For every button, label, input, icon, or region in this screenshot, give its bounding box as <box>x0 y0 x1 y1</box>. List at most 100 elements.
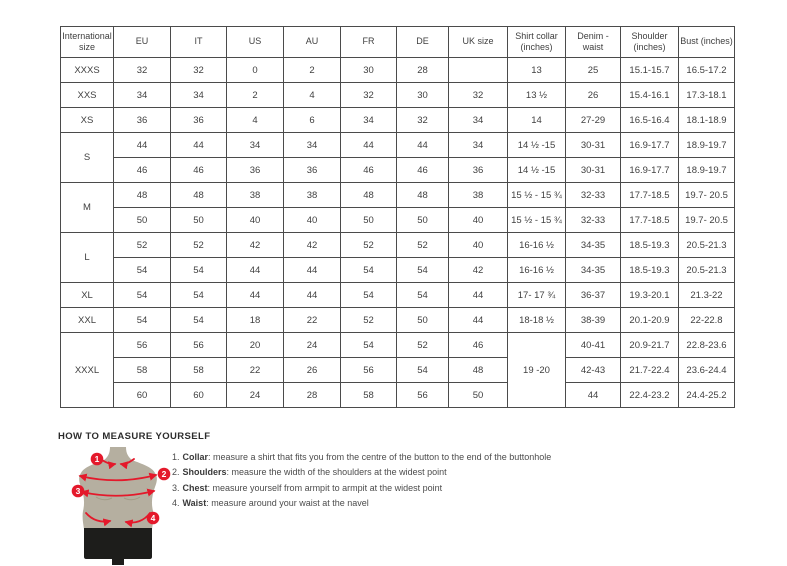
table-cell: 15.4-16.1 <box>620 82 679 108</box>
table-cell: 38 <box>283 182 341 208</box>
table-cell: 50 <box>396 207 449 233</box>
measure-badge-3: 3 <box>71 484 85 498</box>
table-cell: 40 <box>448 232 508 258</box>
table-cell: 44 <box>565 382 621 408</box>
table-cell: 28 <box>396 57 449 83</box>
table-cell: 22 <box>283 307 341 333</box>
table-row: 54 54 44 44 54 54 42 16-16 ½ 34-35 18.5-19.3 20.5-… <box>61 257 735 283</box>
table-cell: 50 <box>340 207 397 233</box>
table-cell: 46 <box>340 157 397 183</box>
table-cell: 50 <box>448 382 508 408</box>
table-cell: 32 <box>448 82 508 108</box>
table-cell: 16-16 ½ <box>507 257 566 283</box>
column-header: US <box>226 26 284 58</box>
table-cell: 4 <box>283 82 341 108</box>
table-cell: 24 <box>283 332 341 358</box>
table-cell: 44 <box>113 132 171 158</box>
table-cell: 30 <box>340 57 397 83</box>
measure-badge-4: 4 <box>146 511 160 525</box>
table-cell: 22 <box>226 357 284 383</box>
table-cell: 36 <box>226 157 284 183</box>
table-row: XXXL 56 56 20 24 54 52 46 19 -20 40-41 20.9-21.7 22… <box>60 332 735 408</box>
table-cell: 34 <box>170 82 227 108</box>
table-cell: 38 <box>448 182 508 208</box>
table-cell: 52 <box>340 307 397 333</box>
table-cell: 36 <box>170 107 227 133</box>
table-cell: 32 <box>170 57 227 83</box>
table-cell: 20.1-20.9 <box>620 307 679 333</box>
column-header: Shoulder (inches) <box>620 26 679 58</box>
table-cell: 48 <box>448 357 508 383</box>
table-cell: 50 <box>113 207 171 233</box>
instruction-text: : measure yourself from armpit to armpit… <box>207 482 443 493</box>
table-cell: 44 <box>283 282 341 308</box>
table-cell: XXXS <box>60 57 114 83</box>
svg-text:2: 2 <box>162 469 167 479</box>
table-cell: 36 <box>448 157 508 183</box>
measure-instruction-chest: 3. Chest: measure yourself from armpit to… <box>172 481 551 496</box>
table-cell: 44 <box>448 282 508 308</box>
table-cell: 21.7-22.4 <box>620 357 679 383</box>
size-table-body: XXXS 32 32 0 2 30 28 13 25 15.1-15.7 16.5-17.2 XXS 3… <box>60 57 735 408</box>
table-cell: 18.5-19.3 <box>620 257 679 283</box>
table-row: 58 58 22 26 56 54 48 42-43 21.7-22.4 23.6-24.4 <box>61 357 735 383</box>
table-cell: 58 <box>340 382 397 408</box>
table-cell: 0 <box>226 57 284 83</box>
table-cell: 34 <box>448 107 508 133</box>
table-cell: S <box>60 132 114 183</box>
table-cell: 34-35 <box>565 232 621 258</box>
table-cell: 19.3-20.1 <box>620 282 679 308</box>
table-cell: 25 <box>565 57 621 83</box>
table-cell: 14 ½ -15 <box>507 132 566 158</box>
column-header: Bust (inches) <box>678 26 735 58</box>
table-cell: 32 <box>396 107 449 133</box>
column-header: EU <box>113 26 171 58</box>
table-cell: 54 <box>396 257 449 283</box>
table-cell: 17.7-18.5 <box>620 182 679 208</box>
table-row: XS 36 36 4 6 34 32 34 14 27-29 16.5-16.4 18.1-18.9 <box>60 107 735 133</box>
column-header: FR <box>340 26 397 58</box>
table-cell: 28 <box>283 382 341 408</box>
table-cell: 15 ½ - 15 ¾ <box>507 182 566 208</box>
table-cell: 44 <box>340 132 397 158</box>
table-row: S 44 44 34 34 44 44 34 14 ½ -15 30-31 16.9-17.7 18.… <box>60 132 735 183</box>
table-cell: 42 <box>283 232 341 258</box>
table-row: L 52 52 42 42 52 52 40 16-16 ½ 34-35 18.5-19.3 20.5… <box>60 232 735 283</box>
table-cell: 46 <box>448 332 508 358</box>
table-cell: XXL <box>60 307 114 333</box>
table-cell: 18.9-19.7 <box>678 132 735 158</box>
table-cell: 27-29 <box>565 107 621 133</box>
table-cell: 54 <box>340 257 397 283</box>
table-cell: 52 <box>170 232 227 258</box>
table-row: XXXS 32 32 0 2 30 28 13 25 15.1-15.7 16.5-17.2 <box>60 57 735 83</box>
table-cell: 32 <box>113 57 171 83</box>
table-cell: 44 <box>396 132 449 158</box>
table-cell: 19 -20 <box>507 332 566 408</box>
table-cell: 17- 17 ¾ <box>507 282 566 308</box>
table-cell: 54 <box>113 282 171 308</box>
instruction-number: 1. <box>172 452 180 462</box>
table-cell: 34 <box>113 82 171 108</box>
svg-text:1: 1 <box>95 454 100 464</box>
table-cell: 40 <box>226 207 284 233</box>
measure-instruction-collar: 1. Collar: measure a shirt that fits you … <box>172 450 551 465</box>
column-header: AU <box>283 26 341 58</box>
table-cell: 56 <box>396 382 449 408</box>
table-cell: 18-18 ½ <box>507 307 566 333</box>
table-cell: 22.4-23.2 <box>620 382 679 408</box>
table-cell: 16.9-17.7 <box>620 132 679 158</box>
table-cell: L <box>60 232 114 283</box>
table-cell: 54 <box>396 282 449 308</box>
table-cell: 38-39 <box>565 307 621 333</box>
table-cell: XXS <box>60 82 114 108</box>
svg-text:4: 4 <box>151 513 156 523</box>
table-cell: 42 <box>448 257 508 283</box>
table-cell: 4 <box>226 107 284 133</box>
instruction-text: : measure a shirt that fits you from the… <box>208 452 552 462</box>
table-cell: XXXL <box>60 332 114 408</box>
torso-illustration: 1 2 3 4 <box>71 447 171 565</box>
table-cell: 18.9-19.7 <box>678 157 735 183</box>
measure-instruction-shoulders: 2. Shoulders: measure the width of the sh… <box>172 465 551 480</box>
table-row: XL 54 54 44 44 54 54 44 17- 17 ¾ 36-37 19.3-20.1 21… <box>60 282 735 308</box>
table-cell: 34 <box>226 132 284 158</box>
